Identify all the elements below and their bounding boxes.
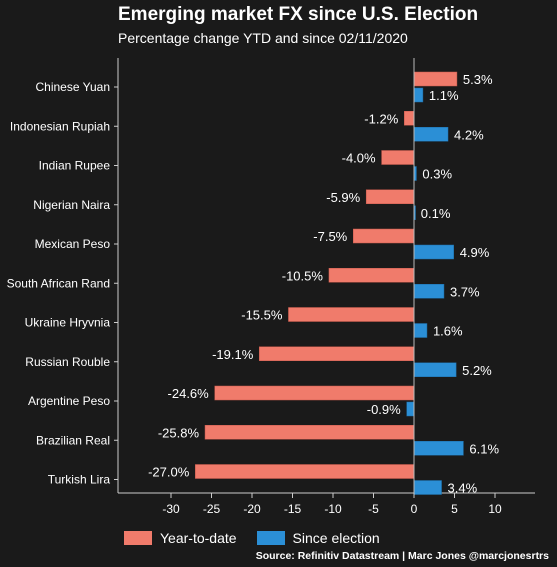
bar-ytd-indonesian-rupiah	[404, 111, 415, 126]
bar-ytd-nigerian-naira	[365, 189, 415, 204]
legend-item-since-election: Since election	[256, 530, 380, 546]
category-label-mexican-peso: Mexican Peso	[35, 237, 111, 251]
data-label-since-election-ukraine-hryvnia: 1.6%	[433, 324, 463, 339]
data-label-since-election-indonesian-rupiah: 4.2%	[454, 127, 484, 142]
x-tick-label--10: -10	[324, 502, 342, 516]
legend: Year-to-date Since election	[124, 530, 400, 546]
legend-swatch-ytd	[124, 531, 152, 545]
x-tick-label-5: 5	[451, 502, 458, 516]
category-label-argentine-peso: Argentine Peso	[28, 394, 110, 408]
data-label-since-election-chinese-yuan: 1.1%	[429, 88, 459, 103]
x-tick-label-0: 0	[411, 502, 418, 516]
bar-since-election-chinese-yuan	[413, 87, 424, 103]
chart-subtitle: Percentage change YTD and since 02/11/20…	[118, 30, 408, 46]
bar-ytd-indian-rupee	[381, 150, 415, 165]
x-tick-label--5: -5	[368, 502, 379, 516]
bar-since-election-russian-rouble	[413, 362, 457, 377]
x-tick-label--15: -15	[284, 502, 302, 516]
category-label-brazilian-real: Brazilian Real	[36, 433, 110, 447]
bar-ytd-argentine-peso	[214, 385, 415, 401]
data-label-since-election-nigerian-naira: 0.1%	[421, 206, 451, 221]
bar-since-election-ukraine-hryvnia	[413, 323, 428, 338]
bar-since-election-south-african-rand	[413, 284, 445, 299]
data-label-ytd-brazilian-real: -25.8%	[158, 425, 200, 440]
chart-title: Emerging market FX since U.S. Election	[118, 4, 479, 25]
bar-since-election-indonesian-rupiah	[413, 127, 449, 142]
legend-label-since-election: Since election	[292, 530, 380, 546]
bar-since-election-mexican-peso	[413, 244, 454, 260]
category-label-turkish-lira: Turkish Lira	[48, 473, 111, 487]
bar-since-election-argentine-peso	[406, 401, 415, 417]
data-label-since-election-argentine-peso: -0.9%	[367, 402, 401, 417]
bar-ytd-turkish-lira	[195, 464, 415, 479]
data-label-since-election-russian-rouble: 5.2%	[462, 363, 492, 378]
bar-ytd-south-african-rand	[328, 268, 415, 283]
category-label-ukraine-hryvnia: Ukraine Hryvnia	[25, 316, 111, 330]
bar-ytd-chinese-yuan	[413, 71, 458, 87]
source-credit: Source: Refinitiv Datastream | Marc Jone…	[255, 550, 549, 562]
x-tick-label--25: -25	[203, 502, 221, 516]
category-label-russian-rouble: Russian Rouble	[25, 355, 110, 369]
data-label-ytd-russian-rouble: -19.1%	[212, 347, 254, 362]
bar-since-election-brazilian-real	[413, 441, 464, 456]
data-label-ytd-indonesian-rupiah: -1.2%	[364, 111, 398, 126]
legend-label-ytd: Year-to-date	[160, 530, 237, 546]
legend-swatch-since-election	[256, 531, 285, 545]
x-tick-label--20: -20	[243, 502, 261, 516]
data-label-ytd-argentine-peso: -24.6%	[168, 386, 210, 401]
category-label-indian-rupee: Indian Rupee	[39, 159, 111, 173]
data-label-since-election-indian-rupee: 0.3%	[422, 167, 452, 182]
data-label-ytd-chinese-yuan: 5.3%	[463, 72, 493, 87]
category-label-nigerian-naira: Nigerian Naira	[33, 198, 110, 212]
bar-ytd-russian-rouble	[259, 346, 415, 361]
data-label-since-election-mexican-peso: 4.9%	[460, 245, 490, 260]
data-label-ytd-ukraine-hryvnia: -15.5%	[241, 308, 283, 323]
legend-item-ytd: Year-to-date	[124, 530, 237, 546]
data-label-ytd-mexican-peso: -7.5%	[313, 229, 347, 244]
data-label-ytd-nigerian-naira: -5.9%	[326, 190, 360, 205]
bar-since-election-turkish-lira	[413, 480, 442, 495]
category-label-indonesian-rupiah: Indonesian Rupiah	[10, 119, 110, 133]
data-label-ytd-south-african-rand: -10.5%	[282, 268, 324, 283]
bar-ytd-brazilian-real	[204, 425, 415, 440]
data-label-since-election-turkish-lira: 3.4%	[448, 481, 478, 496]
data-label-ytd-turkish-lira: -27.0%	[148, 465, 190, 480]
data-label-ytd-indian-rupee: -4.0%	[342, 151, 376, 166]
data-label-since-election-brazilian-real: 6.1%	[469, 441, 499, 456]
bar-ytd-mexican-peso	[353, 228, 415, 244]
category-label-south-african-rand: South African Rand	[7, 276, 110, 290]
x-tick-label--30: -30	[162, 502, 180, 516]
category-label-chinese-yuan: Chinese Yuan	[35, 80, 110, 94]
bar-ytd-ukraine-hryvnia	[288, 307, 415, 322]
x-tick-label-10: 10	[488, 502, 502, 516]
data-label-since-election-south-african-rand: 3.7%	[450, 284, 480, 299]
